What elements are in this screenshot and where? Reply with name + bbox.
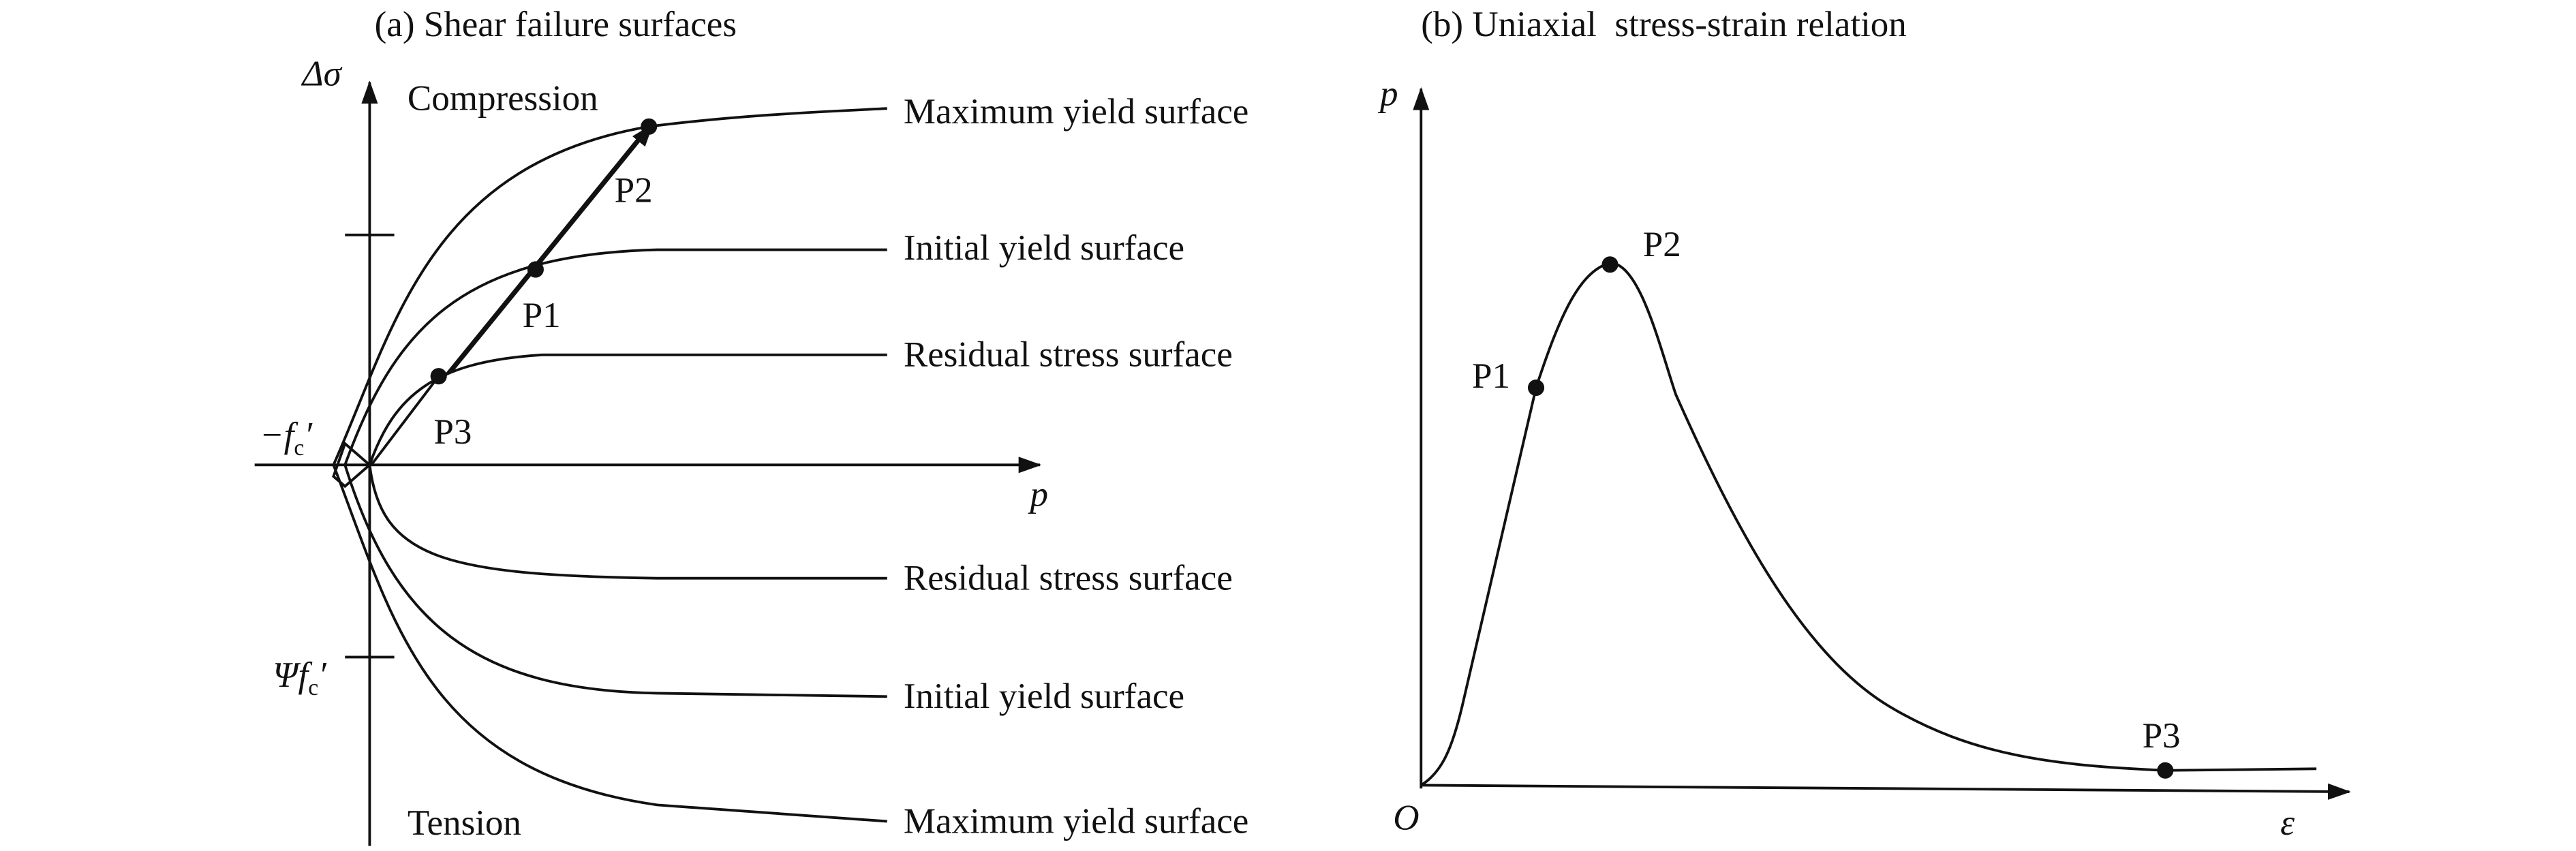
point: [2157, 762, 2174, 779]
label-part: c: [294, 435, 304, 461]
point-label: P3: [433, 412, 472, 452]
label-part: ′: [304, 416, 313, 455]
point: [1527, 380, 1545, 397]
axis-value-label: −fc′: [260, 416, 313, 461]
curve-label: Initial yield surface: [904, 677, 1184, 716]
axis-label: ε: [2280, 803, 2295, 843]
point-label: P2: [1643, 225, 1681, 264]
panel-title: (b) Uniaxial stress-strain relation: [1421, 5, 1907, 44]
label-part: −f: [260, 416, 298, 455]
axis-value-label: Ψfc′: [273, 655, 327, 700]
axis-label: p: [1028, 475, 1049, 514]
panel-title: (a) Shear failure surfaces: [375, 5, 737, 44]
curve-label: Residual stress surface: [904, 335, 1233, 375]
curve: [368, 353, 887, 465]
curve: [332, 107, 887, 466]
load-path: [442, 130, 645, 379]
point: [430, 368, 447, 385]
stress-strain-curve: [1420, 261, 2317, 787]
curve: [368, 465, 887, 580]
point-label: P1: [523, 296, 561, 335]
curve: [332, 464, 887, 823]
load-path: [450, 123, 654, 373]
x-axis: [1421, 783, 2351, 800]
axis-label: Δσ: [301, 54, 343, 93]
point: [527, 261, 544, 278]
curve-label: Residual stress surface: [904, 559, 1233, 598]
label-part: Ψf: [273, 655, 312, 695]
point-label: P1: [1472, 356, 1510, 396]
label-part: c: [308, 675, 318, 700]
curve: [343, 248, 887, 466]
point: [1601, 256, 1619, 273]
point-label: P3: [2143, 716, 2181, 756]
point: [641, 118, 658, 135]
region-label: Compression: [408, 79, 598, 119]
curve-label: Maximum yield surface: [904, 801, 1248, 841]
curve: [343, 464, 887, 698]
curve-label: Initial yield surface: [904, 228, 1184, 268]
point-label: P2: [615, 171, 653, 211]
label-part: ′: [318, 655, 327, 695]
axis-label: p: [1377, 74, 1398, 113]
curve-label: Maximum yield surface: [904, 92, 1248, 131]
load-path: [370, 375, 440, 466]
region-label: Tension: [408, 803, 521, 843]
origin-label: O: [1393, 799, 1419, 838]
